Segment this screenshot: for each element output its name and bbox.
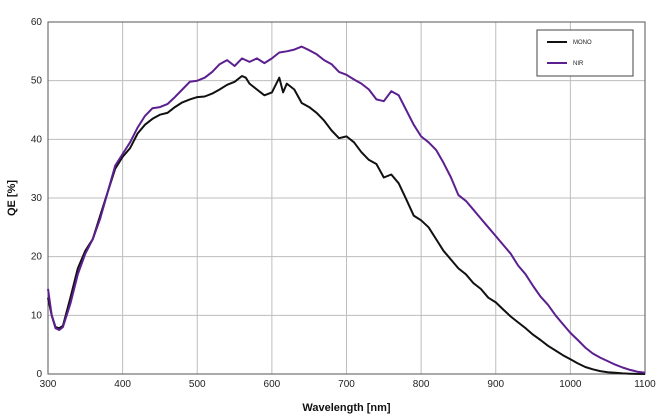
y-tick-labels: 0 10 20 30 40 50 60 — [31, 17, 43, 380]
y-tick-label-30: 30 — [31, 193, 43, 204]
x-tick-label-300: 300 — [40, 379, 57, 390]
x-tick-label-1100: 1100 — [634, 379, 656, 390]
series-line-mono — [47, 75, 646, 375]
y-tick-label-50: 50 — [31, 76, 43, 87]
x-axis-title: Wavelength [nm] — [302, 402, 391, 414]
plot-area-frame — [47, 21, 646, 375]
y-tick-label-0: 0 — [36, 369, 42, 380]
x-tick-label-800: 800 — [413, 379, 430, 390]
x-tick-label-400: 400 — [114, 379, 131, 390]
x-tick-labels: 300 400 500 600 700 800 900 1000 1100 — [40, 379, 657, 390]
y-tick-label-20: 20 — [31, 252, 43, 263]
y-tick-label-10: 10 — [31, 310, 43, 321]
x-tick-label-700: 700 — [338, 379, 355, 390]
y-tick-label-40: 40 — [31, 134, 43, 145]
x-tick-label-900: 900 — [487, 379, 504, 390]
y-axis-title: QE [%] — [6, 180, 18, 216]
legend-label-mono: MONO — [573, 40, 592, 46]
x-tick-label-1000: 1000 — [559, 379, 582, 390]
legend-label-nir: NIR — [573, 61, 584, 67]
legend-box — [536, 29, 634, 77]
series-line-nir — [47, 45, 646, 374]
y-tick-label-60: 60 — [31, 17, 43, 28]
x-tick-label-600: 600 — [264, 379, 281, 390]
legend: MONO NIR — [536, 29, 634, 77]
x-tick-label-500: 500 — [189, 379, 206, 390]
series-lines — [47, 45, 646, 375]
